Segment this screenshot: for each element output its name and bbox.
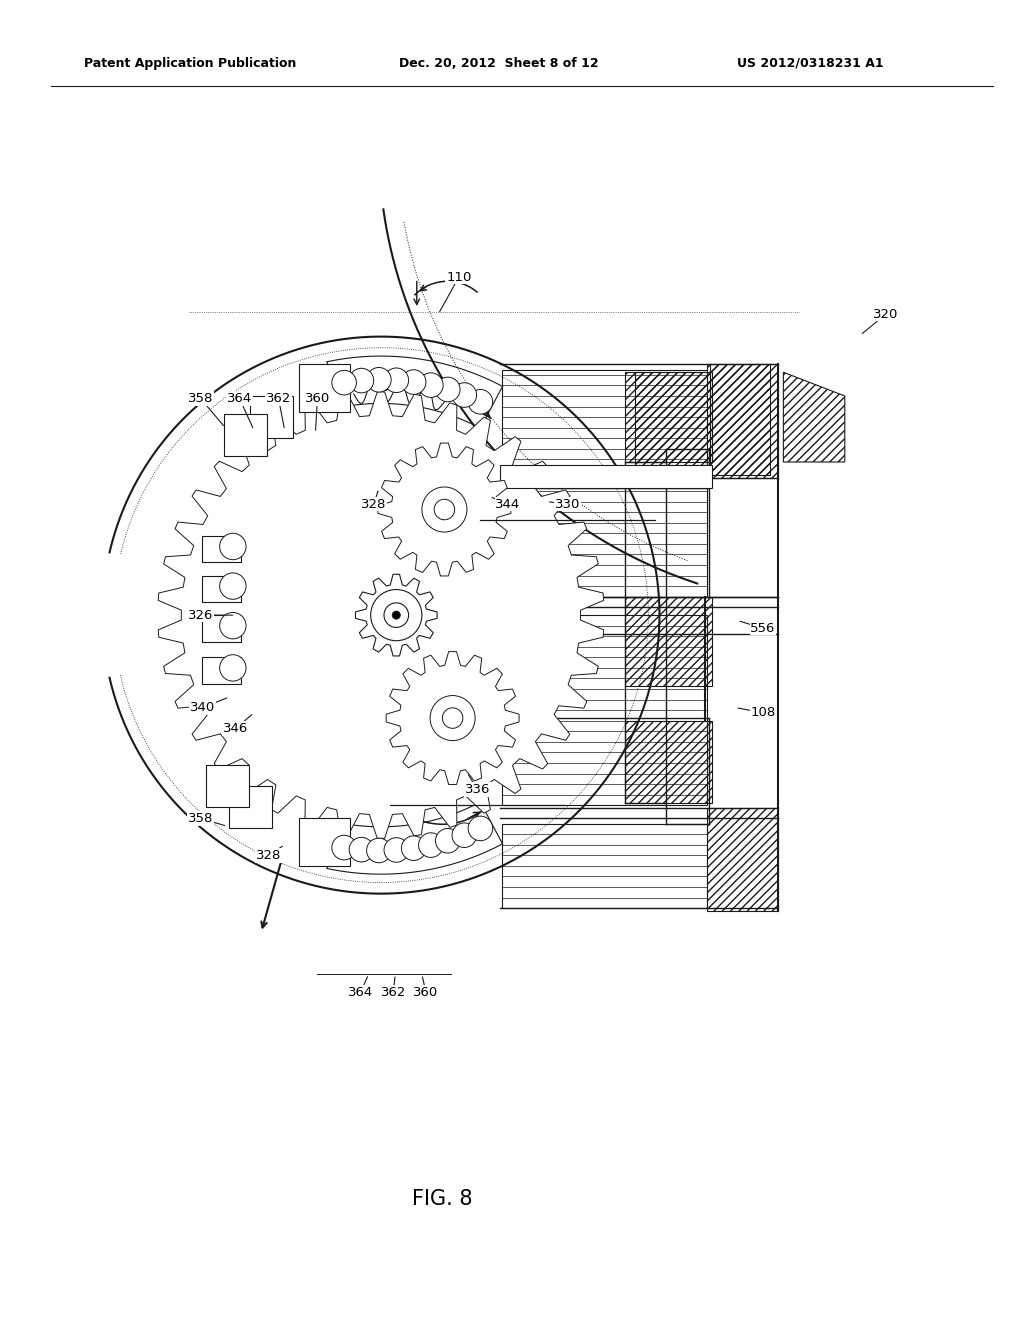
- Circle shape: [220, 612, 246, 639]
- Circle shape: [349, 837, 374, 862]
- Circle shape: [401, 836, 426, 861]
- Circle shape: [401, 370, 426, 395]
- Bar: [500, 465, 712, 488]
- Polygon shape: [378, 444, 511, 576]
- Circle shape: [384, 603, 409, 627]
- Circle shape: [332, 836, 356, 859]
- Bar: [229, 785, 272, 828]
- Text: 358: 358: [188, 812, 213, 825]
- Bar: [707, 808, 778, 911]
- Polygon shape: [158, 392, 604, 838]
- Bar: [710, 364, 770, 475]
- Bar: [202, 657, 241, 684]
- Circle shape: [435, 378, 460, 401]
- Text: 360: 360: [414, 986, 438, 999]
- Text: Dec. 20, 2012  Sheet 8 of 12: Dec. 20, 2012 Sheet 8 of 12: [399, 57, 599, 70]
- Circle shape: [468, 816, 493, 841]
- Polygon shape: [355, 574, 437, 656]
- Circle shape: [220, 533, 246, 560]
- Circle shape: [367, 838, 391, 863]
- Bar: [299, 818, 350, 866]
- Text: 108: 108: [751, 706, 775, 719]
- Bar: [202, 576, 241, 602]
- Circle shape: [349, 368, 374, 393]
- Bar: [707, 364, 778, 478]
- Text: 364: 364: [227, 392, 252, 405]
- Text: 362: 362: [381, 986, 406, 999]
- Circle shape: [371, 590, 422, 640]
- Text: 360: 360: [305, 392, 330, 405]
- Circle shape: [392, 611, 400, 619]
- Text: 364: 364: [348, 986, 373, 999]
- Circle shape: [442, 708, 463, 729]
- Bar: [625, 372, 712, 462]
- Text: 320: 320: [873, 308, 898, 321]
- Bar: [224, 414, 267, 457]
- Text: FIG. 8: FIG. 8: [412, 1188, 473, 1209]
- Bar: [625, 597, 712, 686]
- Text: 340: 340: [190, 701, 215, 714]
- Circle shape: [220, 573, 246, 599]
- Bar: [502, 824, 707, 908]
- Bar: [202, 536, 241, 562]
- Text: 336: 336: [465, 783, 489, 796]
- Text: 328: 328: [361, 498, 386, 511]
- Text: 328: 328: [256, 849, 281, 862]
- Circle shape: [367, 367, 391, 392]
- Circle shape: [422, 487, 467, 532]
- Text: US 2012/0318231 A1: US 2012/0318231 A1: [737, 57, 884, 70]
- Bar: [299, 364, 350, 412]
- Text: Patent Application Publication: Patent Application Publication: [84, 57, 296, 70]
- Bar: [202, 615, 241, 642]
- Bar: [502, 615, 707, 805]
- Polygon shape: [386, 652, 519, 784]
- Bar: [502, 488, 707, 597]
- Circle shape: [434, 499, 455, 520]
- Circle shape: [220, 655, 246, 681]
- Text: 346: 346: [223, 722, 248, 735]
- Text: 358: 358: [188, 392, 213, 405]
- Circle shape: [419, 372, 443, 397]
- Text: 362: 362: [266, 392, 291, 405]
- Circle shape: [430, 696, 475, 741]
- Bar: [625, 721, 712, 803]
- Bar: [206, 764, 249, 807]
- Circle shape: [384, 838, 409, 862]
- Circle shape: [468, 389, 493, 414]
- Text: 556: 556: [751, 622, 775, 635]
- Text: 344: 344: [496, 498, 520, 511]
- Text: 326: 326: [188, 609, 213, 622]
- Bar: [250, 396, 293, 438]
- Circle shape: [452, 383, 476, 408]
- Text: 330: 330: [555, 498, 580, 511]
- Circle shape: [452, 822, 476, 847]
- Text: 110: 110: [446, 271, 471, 284]
- Circle shape: [384, 368, 409, 392]
- Bar: [635, 372, 710, 465]
- Bar: [502, 370, 707, 470]
- Circle shape: [435, 829, 460, 853]
- Circle shape: [332, 371, 356, 395]
- Circle shape: [419, 833, 443, 858]
